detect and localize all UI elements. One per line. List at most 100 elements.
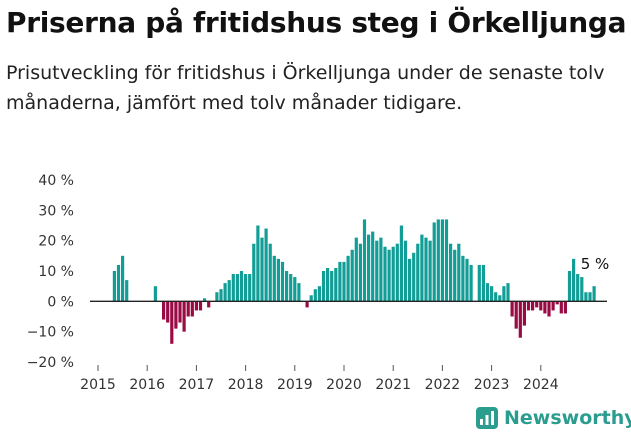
bar bbox=[112, 271, 116, 302]
bar bbox=[153, 286, 157, 302]
bar bbox=[379, 237, 383, 302]
bar bbox=[572, 258, 576, 302]
bar bbox=[375, 240, 379, 302]
bar bbox=[252, 243, 256, 302]
bar bbox=[592, 286, 596, 302]
bar bbox=[399, 225, 403, 302]
bar bbox=[231, 274, 235, 302]
x-tick-label: 2023 bbox=[474, 377, 510, 393]
bar bbox=[178, 301, 182, 323]
bar bbox=[244, 274, 248, 302]
bar bbox=[166, 301, 170, 323]
bar bbox=[576, 274, 580, 302]
bar bbox=[313, 289, 317, 302]
bar bbox=[362, 219, 367, 302]
bar bbox=[162, 301, 166, 320]
bar bbox=[280, 261, 285, 302]
bar bbox=[235, 274, 239, 302]
bar bbox=[116, 264, 121, 302]
bar bbox=[432, 222, 436, 302]
bar bbox=[383, 246, 387, 302]
y-tick-label: 0 % bbox=[47, 294, 74, 310]
bar bbox=[518, 301, 522, 338]
bar bbox=[514, 301, 518, 329]
bar bbox=[227, 280, 231, 302]
x-tick-label: 2019 bbox=[277, 377, 313, 393]
bar bbox=[297, 283, 301, 302]
bar bbox=[186, 301, 190, 317]
bar bbox=[190, 301, 194, 317]
x-tick-label: 2020 bbox=[326, 377, 362, 393]
bar bbox=[395, 243, 399, 302]
bar bbox=[125, 280, 129, 302]
bar bbox=[563, 301, 567, 314]
x-tick-label: 2015 bbox=[80, 377, 116, 393]
bar bbox=[490, 286, 494, 302]
bar bbox=[543, 301, 547, 314]
bar bbox=[387, 249, 391, 302]
bar bbox=[354, 237, 358, 302]
bar bbox=[485, 283, 490, 302]
bar bbox=[535, 301, 539, 308]
bar bbox=[580, 277, 584, 302]
bar bbox=[551, 301, 555, 311]
annotation-label: 5 % bbox=[581, 255, 610, 273]
bar bbox=[256, 225, 260, 302]
bar bbox=[428, 240, 432, 302]
bar bbox=[494, 292, 498, 302]
bar bbox=[461, 255, 465, 302]
bar bbox=[424, 237, 428, 302]
bar bbox=[223, 283, 227, 302]
bar bbox=[121, 255, 125, 302]
bar bbox=[248, 274, 252, 302]
bar bbox=[555, 301, 559, 305]
bar bbox=[510, 301, 514, 317]
bar bbox=[346, 255, 350, 302]
bar bbox=[305, 301, 309, 308]
bar bbox=[412, 252, 416, 302]
bar bbox=[465, 258, 469, 302]
x-tick-label: 2024 bbox=[523, 377, 559, 393]
bar bbox=[326, 267, 330, 302]
x-tick-label: 2017 bbox=[179, 377, 215, 393]
bar bbox=[371, 231, 375, 302]
bar bbox=[547, 301, 551, 317]
annotation-layer: 5 % bbox=[581, 255, 610, 273]
bar-chart: −20 %−10 %0 %10 %20 %30 %40 % 2015 2016 20… bbox=[27, 173, 610, 393]
bar bbox=[469, 264, 473, 302]
chart-title: Priserna på fritidshus steg i Örkelljung… bbox=[6, 6, 627, 39]
y-tick-label: 40 % bbox=[38, 173, 74, 189]
bar bbox=[338, 261, 342, 302]
x-tick-label: 2021 bbox=[375, 377, 411, 393]
y-tick-label: −20 % bbox=[27, 355, 74, 371]
bar bbox=[531, 301, 535, 311]
bar bbox=[219, 289, 223, 302]
bar bbox=[207, 301, 211, 308]
bar bbox=[330, 271, 334, 302]
bar bbox=[481, 264, 485, 302]
bar bbox=[526, 301, 531, 311]
bar bbox=[276, 258, 280, 302]
bar bbox=[198, 301, 203, 311]
bar bbox=[502, 286, 506, 302]
bar bbox=[260, 237, 264, 302]
bar bbox=[498, 295, 502, 302]
bar bbox=[264, 228, 268, 302]
y-tick-label: −10 % bbox=[27, 325, 74, 341]
bar bbox=[457, 243, 461, 302]
bar-series bbox=[90, 219, 607, 344]
bar bbox=[203, 298, 207, 302]
bar bbox=[403, 240, 408, 302]
bar bbox=[215, 292, 219, 302]
bar bbox=[194, 301, 198, 311]
bar bbox=[588, 292, 592, 302]
bar bbox=[309, 295, 313, 302]
bar bbox=[416, 243, 420, 302]
bar bbox=[453, 249, 457, 302]
bar bbox=[239, 271, 244, 302]
bar bbox=[449, 243, 453, 302]
bar bbox=[367, 234, 371, 302]
y-axis: −20 % −10 % 0 % 10 % 20 % 30 % 40 % bbox=[27, 173, 74, 371]
bar bbox=[477, 264, 481, 302]
bar bbox=[408, 258, 412, 302]
